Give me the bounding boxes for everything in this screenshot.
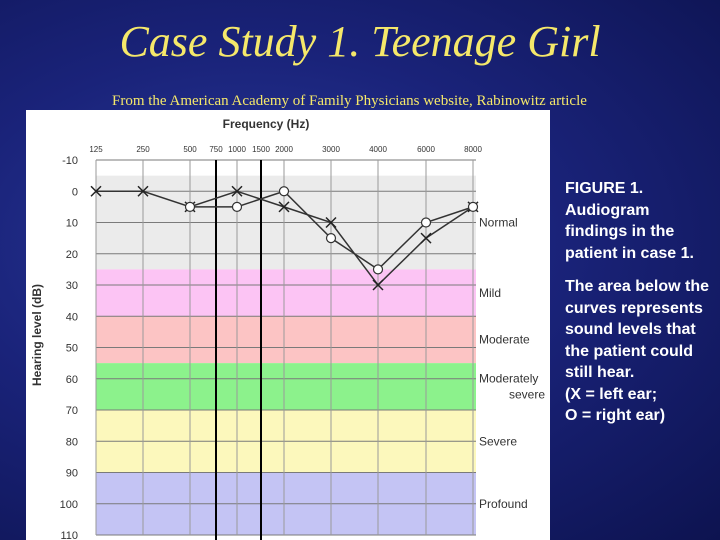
x-tick-label: 1000: [228, 145, 246, 154]
left-ear-marker: [278, 201, 290, 213]
figure-caption: FIGURE 1. Audiogram findings in the pati…: [565, 180, 694, 262]
x-tick-label: 500: [183, 145, 197, 154]
y-axis-label: Hearing level (dB): [30, 284, 44, 386]
band-label: Normal: [479, 216, 518, 230]
right-ear-marker: [467, 201, 479, 212]
band-moderate: [96, 316, 476, 364]
caption: FIGURE 1. Audiogram findings in the pati…: [565, 178, 715, 439]
y-tick-label: 60: [66, 374, 78, 386]
x-tick-label: 250: [136, 145, 150, 154]
right-ear-marker: [325, 233, 337, 244]
right-ear-marker: [420, 217, 432, 228]
right-ear-marker: [278, 186, 290, 197]
x-tick-label: 6000: [417, 145, 435, 154]
left-ear-marker: [231, 185, 243, 197]
x-tick-label: 3000: [322, 145, 340, 154]
figure-description: The area below the curves represents sou…: [565, 278, 710, 424]
slide-title: Case Study 1. Teenage Girl: [119, 17, 601, 66]
audiogram-panel: Normal Mild Moderate Moderately severe Severe…: [26, 110, 550, 540]
x-tick-label: 1500: [252, 145, 270, 154]
right-ear-marker: [184, 201, 196, 212]
band-label: Moderate: [479, 333, 530, 347]
band-moderately-severe: [96, 363, 476, 410]
y-tick-label: 40: [66, 311, 78, 323]
band-label: Profound: [479, 497, 528, 511]
x-tick-label: 4000: [369, 145, 387, 154]
right-ear-marker: [231, 201, 243, 212]
x-tick-label: 8000: [464, 145, 482, 154]
y-tick-label: 90: [66, 468, 78, 480]
band-label: severe: [509, 388, 545, 402]
band-label: Mild: [479, 286, 501, 300]
y-tick-label: 20: [66, 249, 78, 261]
y-tick-label: 70: [66, 405, 78, 417]
left-ear-marker: [137, 185, 149, 197]
y-tick-label: 10: [66, 218, 78, 230]
source-subtitle: From the American Academy of Family Phys…: [112, 93, 587, 109]
y-tick-label: 80: [66, 436, 78, 448]
left-ear-marker: [420, 232, 432, 244]
right-ear-marker: [372, 264, 384, 275]
x-tick-label: 750: [209, 145, 223, 154]
x-axis-label: Frequency (Hz): [223, 117, 310, 131]
left-ear-marker: [325, 216, 337, 229]
y-tick-label: 30: [66, 280, 78, 292]
left-ear-marker: [90, 185, 102, 197]
y-tick-label: 100: [60, 499, 78, 511]
y-tick-label: 50: [66, 343, 78, 355]
audiogram-chart: Normal Mild Moderate Moderately severe Severe…: [30, 117, 545, 540]
y-tick-label: 110: [60, 530, 78, 540]
band-label: Severe: [479, 434, 517, 448]
band-label: Moderately: [479, 372, 538, 386]
x-tick-label: 125: [89, 145, 103, 154]
x-tick-label: 2000: [275, 145, 293, 154]
y-tick-label: -10: [62, 155, 78, 167]
y-tick-label: 0: [72, 186, 78, 198]
left-ear-marker: [372, 279, 384, 291]
band-mild: [96, 269, 476, 317]
